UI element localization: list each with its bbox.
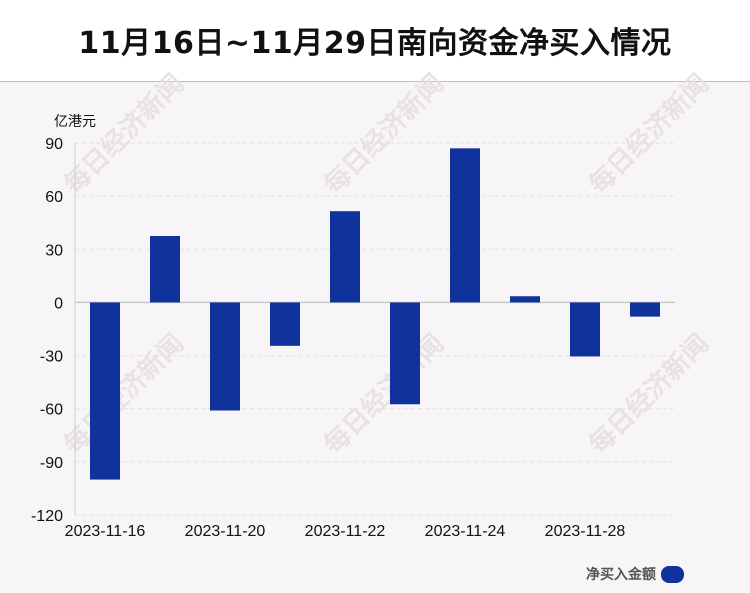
chart-title: 11月16日~11月29日南向资金净买入情况: [78, 26, 672, 61]
y-tick-label: 0: [54, 295, 63, 312]
y-tick-label: -30: [40, 349, 63, 366]
x-tick-label: 2023-11-22: [305, 523, 386, 540]
bar-2023-11-16: [90, 302, 120, 480]
watermark-text: 每日经济新闻: [58, 68, 190, 200]
bar-2023-11-23: [390, 302, 420, 405]
x-tick-label: 2023-11-20: [185, 523, 266, 540]
bar-2023-11-27: [510, 296, 540, 303]
y-tick-labels: 90 60 30 0 -30 -60 -90 -120: [31, 136, 63, 525]
bar-2023-11-22: [330, 211, 360, 303]
watermark-text: 每日经济新闻: [583, 68, 715, 200]
y-tick-label: -90: [40, 455, 63, 472]
y-tick-label: 30: [45, 242, 63, 259]
watermark-text: 每日经济新闻: [58, 328, 190, 460]
y-unit-label: 亿港元: [54, 114, 96, 130]
bars: [90, 148, 660, 480]
y-tick-label: -60: [40, 402, 63, 419]
watermark-text: 每日经济新闻: [318, 328, 450, 460]
y-tick-label: 60: [45, 189, 63, 206]
bar-2023-11-24: [450, 148, 480, 303]
bar-2023-11-21: [270, 302, 300, 346]
bar-2023-11-29: [630, 302, 660, 317]
bar-2023-11-20: [210, 302, 240, 411]
legend-label: 净买入金额: [586, 566, 656, 583]
y-tick-label: 90: [45, 136, 63, 153]
watermark-text: 每日经济新闻: [318, 68, 450, 200]
x-tick-label: 2023-11-16: [65, 523, 146, 540]
x-tick-label: 2023-11-24: [425, 523, 506, 540]
title-band: 11月16日~11月29日南向资金净买入情况: [0, 0, 750, 82]
bar-2023-11-17: [150, 236, 180, 303]
y-tick-label: -120: [31, 508, 63, 525]
x-tick-labels: 2023-11-16 2023-11-20 2023-11-22 2023-11-24…: [65, 523, 626, 540]
watermark-text: 每日经济新闻: [583, 328, 715, 460]
bar-2023-11-28: [570, 302, 600, 357]
legend: 净买入金额: [586, 566, 684, 583]
x-tick-label: 2023-11-28: [545, 523, 626, 540]
legend-swatch: [661, 566, 684, 583]
